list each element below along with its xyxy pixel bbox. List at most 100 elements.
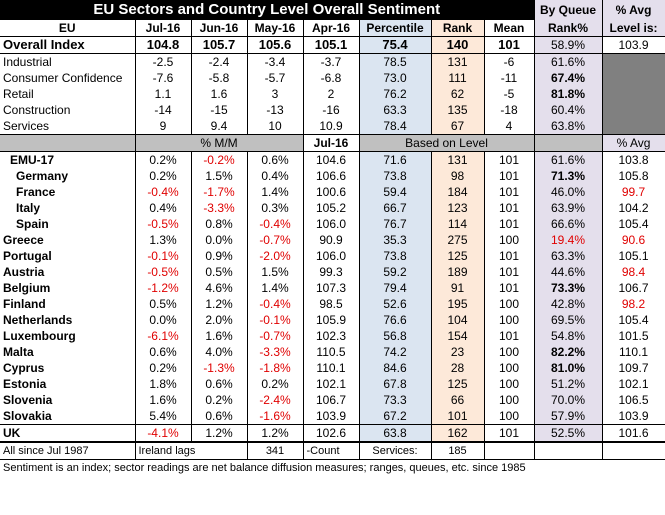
row-label: Germany xyxy=(0,168,136,184)
percentile-cell: 73.3 xyxy=(359,392,432,408)
mm-cell: -0.5% xyxy=(135,264,192,280)
mm-cell: 1.6% xyxy=(191,328,248,344)
footer-count-value: 341 xyxy=(247,442,304,459)
mean-cell: -5 xyxy=(484,86,535,102)
rank-cell: 28 xyxy=(431,360,485,376)
col-header-jul16: Jul-16 xyxy=(135,20,192,37)
cell: 1.6 xyxy=(191,86,248,102)
queue-cell: 54.8% xyxy=(534,328,603,344)
percentile-cell: 73.0 xyxy=(359,70,432,86)
cell: -7.6 xyxy=(135,70,192,86)
level-cell: 102.6 xyxy=(303,424,360,443)
avg-cell: 101.5 xyxy=(602,328,665,344)
mm-cell: -0.1% xyxy=(247,312,304,328)
percentile-cell: 74.2 xyxy=(359,344,432,360)
cell: -14 xyxy=(135,102,192,118)
mm-cell: 5.4% xyxy=(135,408,192,425)
avg-cell: 106.7 xyxy=(602,280,665,296)
queue-cell: 63.3% xyxy=(534,248,603,264)
level-cell: 100.6 xyxy=(303,184,360,200)
mm-cell: -1.2% xyxy=(135,280,192,296)
mm-cell: -1.8% xyxy=(247,360,304,376)
mm-cell: 0.2% xyxy=(135,360,192,376)
avg-cell-empty xyxy=(602,102,665,118)
mm-cell: 1.2% xyxy=(247,424,304,443)
country-row: Italy 0.4% -3.3% 0.3% 105.2 66.7 123 101 63.9% 10… xyxy=(0,200,665,216)
footer-services-value: 185 xyxy=(431,442,485,459)
country-row: France -0.4% -1.7% 1.4% 100.6 59.4 184 101 46.0%… xyxy=(0,184,665,200)
footnote: Sentiment is an index; sector readings a… xyxy=(0,459,665,477)
queue-cell: 70.0% xyxy=(534,392,603,408)
mm-cell: 4.0% xyxy=(191,344,248,360)
cell: 105.7 xyxy=(191,36,248,54)
footer-blank xyxy=(602,442,665,459)
cell: 105.6 xyxy=(247,36,304,54)
mm-cell: -0.4% xyxy=(135,184,192,200)
mm-cell: -0.4% xyxy=(247,296,304,312)
queue-cell: 58.9% xyxy=(534,36,603,54)
row-label: Finland xyxy=(0,296,136,312)
percentile-cell: 59.4 xyxy=(359,184,432,200)
mm-cell: 1.4% xyxy=(247,280,304,296)
queue-cell: 82.2% xyxy=(534,344,603,360)
cell: -5.7 xyxy=(247,70,304,86)
mm-cell: 1.8% xyxy=(135,376,192,392)
avg-cell: 98.2 xyxy=(602,296,665,312)
rank-cell: 125 xyxy=(431,248,485,264)
row-label: Overall Index xyxy=(0,36,136,54)
col-header-eu: EU xyxy=(0,20,136,37)
avg-cell-empty xyxy=(602,70,665,86)
cell: 1.1 xyxy=(135,86,192,102)
cell: -3.4 xyxy=(247,53,304,70)
sector-row: Services 9 9.4 10 10.9 78.4 67 4 63.8% xyxy=(0,118,665,135)
mm-cell: 0.9% xyxy=(191,248,248,264)
col-header-apr16: Apr-16 xyxy=(303,20,360,37)
percentile-cell: 73.8 xyxy=(359,248,432,264)
mm-cell: -3.3% xyxy=(191,200,248,216)
row-label: Belgium xyxy=(0,280,136,296)
footer-lags: Ireland lags xyxy=(135,442,248,459)
table-title: EU Sectors and Country Level Overall Sen… xyxy=(0,0,535,20)
rank-cell: 123 xyxy=(431,200,485,216)
uk-row: UK -4.1% 1.2% 1.2% 102.6 63.8 162 101 52.5% 101.6 xyxy=(0,424,665,443)
col-header-may16: May-16 xyxy=(247,20,304,37)
mean-cell: 101 xyxy=(484,216,535,232)
level-cell: 90.9 xyxy=(303,232,360,248)
row-label: Consumer Confidence xyxy=(0,70,136,86)
percentile-cell: 66.7 xyxy=(359,200,432,216)
subheader-mm: % M/M xyxy=(135,134,304,152)
rank-cell: 131 xyxy=(431,53,485,70)
mm-cell: -2.4% xyxy=(247,392,304,408)
mm-cell: 0.5% xyxy=(135,296,192,312)
row-label: Construction xyxy=(0,102,136,118)
queue-cell: 73.3% xyxy=(534,280,603,296)
mm-cell: 1.2% xyxy=(191,424,248,443)
queue-cell: 52.5% xyxy=(534,424,603,443)
mean-cell: 100 xyxy=(484,360,535,376)
mean-cell: 100 xyxy=(484,408,535,425)
row-label: Slovenia xyxy=(0,392,136,408)
mm-cell: -0.7% xyxy=(247,328,304,344)
rank-cell: 189 xyxy=(431,264,485,280)
avg-cell: 103.9 xyxy=(602,408,665,425)
mm-cell: 0.0% xyxy=(135,312,192,328)
footer-since: All since Jul 1987 xyxy=(0,442,136,459)
subheader-based: Based on Level xyxy=(359,134,535,152)
footer-count-label: -Count xyxy=(303,442,360,459)
queue-cell: 57.9% xyxy=(534,408,603,425)
queue-cell: 19.4% xyxy=(534,232,603,248)
rank-cell: 62 xyxy=(431,86,485,102)
level-cell: 104.6 xyxy=(303,151,360,168)
mm-cell: 1.4% xyxy=(247,184,304,200)
mean-cell: 100 xyxy=(484,376,535,392)
avg-cell: 109.7 xyxy=(602,360,665,376)
subheader-jul: Jul-16 xyxy=(303,134,360,152)
country-row: Germany 0.2% 1.5% 0.4% 106.6 73.8 98 101 71.3% 10… xyxy=(0,168,665,184)
mm-cell: 2.0% xyxy=(191,312,248,328)
country-row: Luxembourg -6.1% 1.6% -0.7% 102.3 56.8 154 101 5… xyxy=(0,328,665,344)
percentile-cell: 79.4 xyxy=(359,280,432,296)
avg-cell-empty xyxy=(602,86,665,102)
avg-cell: 105.1 xyxy=(602,248,665,264)
mm-cell: 0.2% xyxy=(135,168,192,184)
cell: 9 xyxy=(135,118,192,135)
